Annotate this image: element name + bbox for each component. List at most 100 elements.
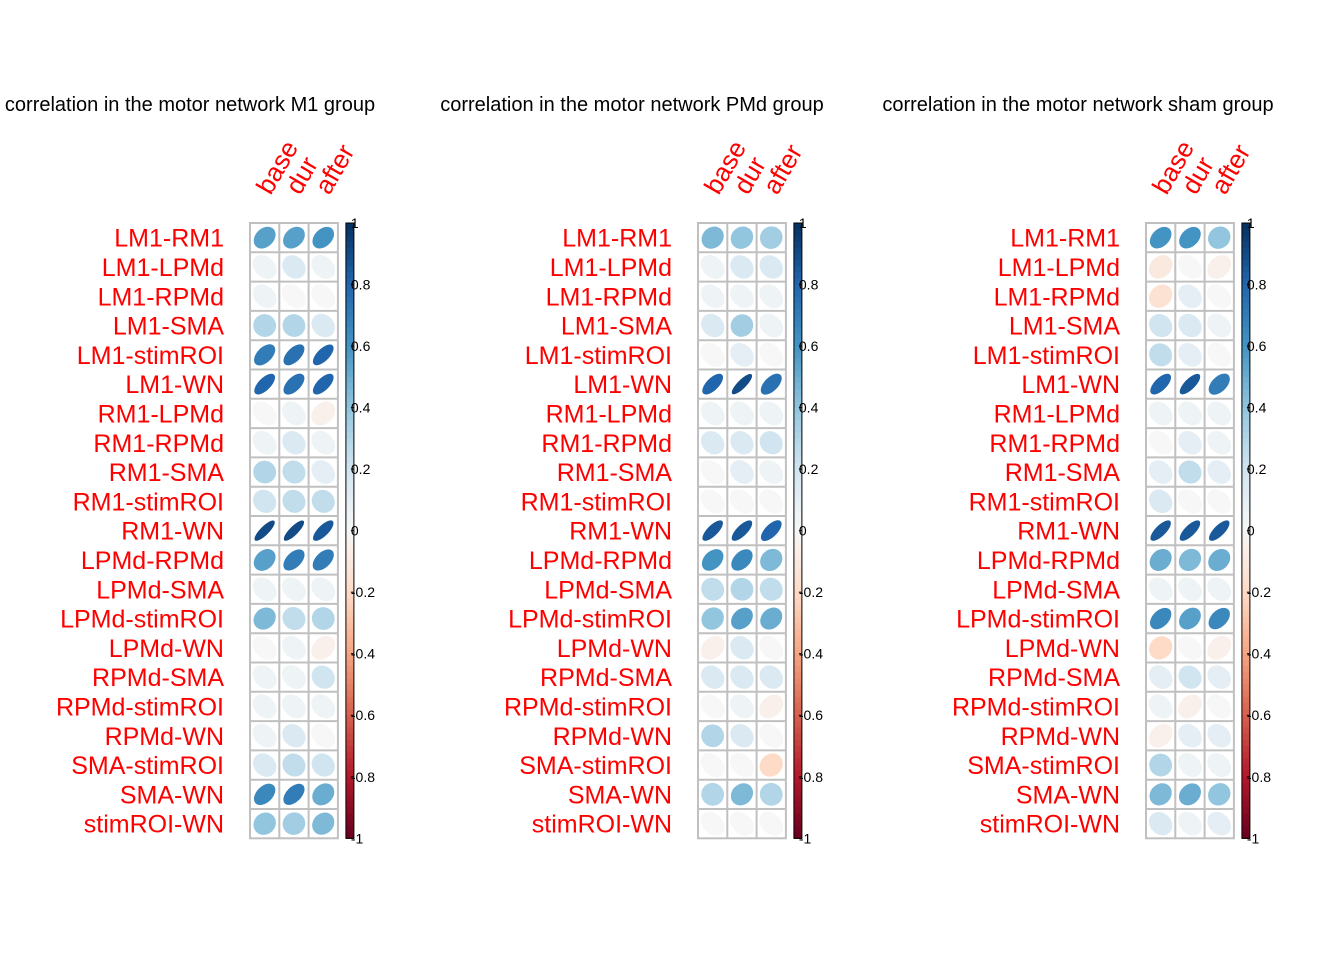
colorbar-segment	[793, 487, 802, 495]
colorbar-segment	[1241, 555, 1250, 563]
correlation-ellipse	[283, 344, 305, 366]
colorbar-segment	[1241, 702, 1250, 710]
correlation-panel-2: correlation in the motor network PMd gro…	[440, 94, 824, 846]
correlation-ellipse	[311, 665, 335, 689]
correlation-ellipse	[1208, 548, 1231, 571]
colorbar-segment	[793, 438, 802, 446]
colorbar-segment	[793, 376, 802, 384]
row-label: LPMd-stimROI	[956, 606, 1120, 634]
colorbar-segment	[345, 290, 354, 298]
colorbar-segment	[345, 641, 354, 649]
colorbar-segment	[793, 469, 802, 476]
colorbar-segment	[345, 321, 354, 329]
colorbar-segment	[1241, 641, 1250, 649]
correlation-ellipse	[1178, 665, 1202, 689]
colorbar-segment	[345, 487, 354, 495]
row-label: RPMd-SMA	[988, 664, 1120, 692]
row-label: LM1-RM1	[114, 225, 224, 253]
correlation-ellipse	[254, 520, 275, 541]
colorbar-segment	[793, 709, 802, 716]
colorbar-segment	[345, 598, 354, 606]
correlation-ellipse	[1208, 783, 1231, 806]
correlation-ellipse	[282, 665, 306, 690]
colorbar-segment	[345, 610, 354, 618]
correlation-ellipse	[1178, 694, 1202, 719]
correlation-ellipse	[760, 548, 783, 572]
correlation-ellipse	[759, 460, 784, 484]
row-label: RM1-stimROI	[969, 488, 1120, 516]
colorbar-tick-label: 1	[1247, 215, 1255, 231]
correlation-ellipse	[759, 811, 784, 836]
colorbar-segment	[793, 801, 802, 809]
colorbar-segment	[1241, 370, 1250, 378]
colorbar-segment	[1241, 309, 1250, 316]
row-label: LM1-stimROI	[77, 342, 224, 370]
colorbar-tick-label: 0.4	[1247, 400, 1267, 416]
row-label: RPMd-WN	[1001, 723, 1120, 751]
colorbar-segment	[793, 229, 802, 236]
correlation-ellipse	[1178, 548, 1202, 572]
colorbar-segment	[345, 746, 354, 753]
colorbar-segment	[1241, 666, 1250, 673]
colorbar-segment	[1241, 235, 1250, 243]
colorbar-tick-label: -0.2	[351, 584, 375, 600]
row-label: SMA-WN	[568, 781, 672, 809]
colorbar-segment	[793, 561, 802, 569]
colorbar-tick-label: -0.4	[1247, 646, 1271, 662]
correlation-ellipse	[1178, 753, 1202, 777]
correlation-ellipse	[1148, 489, 1173, 514]
correlation-ellipse	[1149, 548, 1172, 571]
correlation-ellipse	[252, 284, 277, 309]
chart-title: correlation in the motor network PMd gro…	[440, 94, 824, 116]
colorbar-segment	[793, 752, 802, 759]
colorbar-segment	[793, 259, 802, 267]
colorbar-segment	[1241, 321, 1250, 329]
colorbar-segment	[1241, 542, 1250, 550]
row-label: LM1-LPMd	[102, 254, 224, 282]
correlation-ellipse	[253, 489, 277, 513]
correlation-ellipse	[1207, 401, 1232, 426]
correlation-ellipse	[1149, 226, 1172, 249]
colorbar-segment	[1241, 481, 1250, 489]
colorbar-tick-label: 0.4	[799, 400, 819, 416]
correlation-ellipse	[1148, 430, 1173, 455]
colorbar-segment	[793, 530, 802, 538]
correlation-ellipse	[1178, 284, 1202, 309]
colorbar-segment	[793, 499, 802, 507]
colorbar-segment	[1241, 684, 1250, 692]
correlation-ellipse	[311, 607, 335, 630]
colorbar-tick-label: -1	[1247, 830, 1260, 846]
colorbar-segment	[345, 315, 354, 323]
correlation-ellipse	[1148, 723, 1173, 748]
correlation-ellipse	[730, 783, 754, 806]
colorbar-segment	[345, 789, 354, 796]
correlation-ellipse	[731, 374, 753, 395]
colorbar-segment	[793, 389, 802, 396]
row-label: LM1-LPMd	[998, 254, 1120, 282]
colorbar-segment	[1241, 376, 1250, 384]
correlation-ellipse	[253, 812, 276, 835]
colorbar-segment	[345, 770, 354, 778]
colorbar-segment	[345, 462, 354, 470]
correlation-ellipse	[254, 344, 276, 366]
colorbar-segment	[793, 746, 802, 753]
colorbar-segment	[1241, 444, 1250, 452]
correlation-ellipse	[1207, 460, 1232, 484]
correlation-ellipse	[730, 284, 754, 309]
row-label: LPMd-SMA	[544, 576, 672, 604]
colorbar-segment	[1241, 302, 1250, 310]
correlation-ellipse	[701, 226, 724, 249]
colorbar-segment	[345, 506, 354, 513]
correlation-ellipse	[1207, 430, 1232, 455]
colorbar-segment	[1241, 690, 1250, 698]
colorbar-segment	[1241, 807, 1250, 815]
correlation-ellipse	[759, 753, 783, 777]
colorbar-segment	[345, 672, 354, 679]
colorbar-segment	[345, 542, 354, 550]
colorbar-segment	[793, 721, 802, 729]
colorbar-segment	[793, 296, 802, 304]
colorbar-tick-label: 1	[799, 215, 807, 231]
colorbar-segment	[345, 807, 354, 815]
correlation-ellipse	[1178, 430, 1202, 455]
colorbar-segment	[1241, 469, 1250, 476]
